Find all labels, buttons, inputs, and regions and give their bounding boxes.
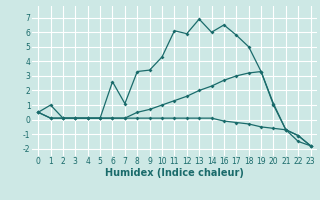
X-axis label: Humidex (Indice chaleur): Humidex (Indice chaleur)	[105, 168, 244, 178]
